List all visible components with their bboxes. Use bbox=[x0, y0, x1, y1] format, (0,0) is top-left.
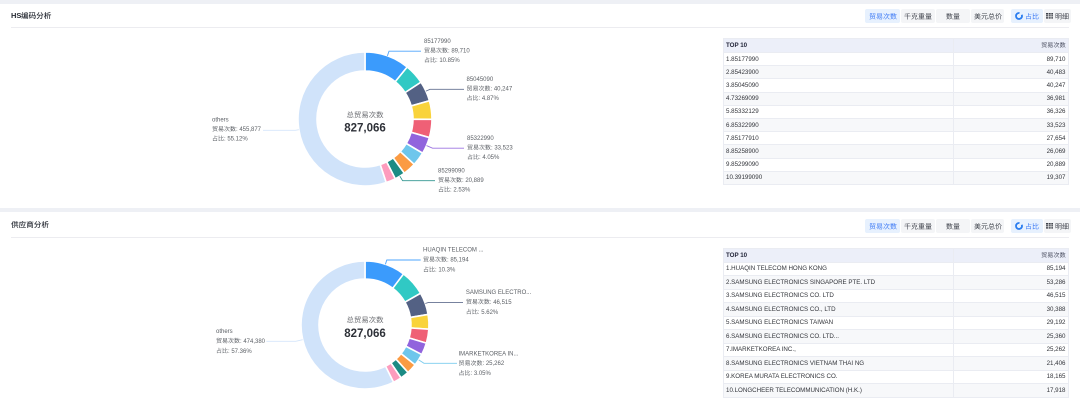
svg-text:SAMSUNG ELECTRO...: SAMSUNG ELECTRO... bbox=[466, 290, 532, 296]
svg-text:: 85,194: : 85,194 bbox=[447, 258, 469, 264]
svg-text:85045090: 85045090 bbox=[467, 77, 494, 83]
svg-text:: 5.62%: : 5.62% bbox=[478, 310, 499, 316]
svg-text:827,066: 827,066 bbox=[344, 328, 386, 340]
svg-text:IMARKETKOREA IN...: IMARKETKOREA IN... bbox=[459, 352, 519, 358]
svg-text:: 4.87%: : 4.87% bbox=[479, 96, 500, 102]
svg-text:: 20,889: : 20,889 bbox=[462, 178, 484, 184]
svg-text:85299090: 85299090 bbox=[438, 169, 465, 175]
svg-text:85177990: 85177990 bbox=[424, 39, 451, 45]
svg-text:others: others bbox=[212, 118, 229, 124]
svg-text:others: others bbox=[216, 329, 233, 335]
svg-text:: 89,710: : 89,710 bbox=[448, 49, 470, 55]
svg-text:827,066: 827,066 bbox=[344, 123, 386, 135]
svg-text:: 33,523: : 33,523 bbox=[491, 146, 513, 152]
svg-text:HUAQIN TELECOM ...: HUAQIN TELECOM ... bbox=[423, 248, 484, 254]
svg-text:: 25,262: : 25,262 bbox=[483, 361, 505, 367]
svg-text:: 474,380: : 474,380 bbox=[240, 339, 266, 345]
svg-text:: 55.12%: : 55.12% bbox=[224, 137, 248, 143]
svg-text:85322990: 85322990 bbox=[467, 136, 494, 142]
svg-text:: 10.3%: : 10.3% bbox=[435, 268, 456, 274]
svg-text:: 46,515: : 46,515 bbox=[490, 300, 512, 306]
svg-text:: 4.05%: : 4.05% bbox=[479, 155, 500, 161]
svg-text:: 57.36%: : 57.36% bbox=[228, 349, 252, 355]
svg-text:: 455,877: : 455,877 bbox=[236, 127, 262, 133]
svg-text:: 3.05%: : 3.05% bbox=[471, 371, 492, 377]
svg-text:: 40,247: : 40,247 bbox=[491, 87, 513, 93]
svg-text:: 2.53%: : 2.53% bbox=[450, 188, 471, 194]
svg-text:: 10.85%: : 10.85% bbox=[436, 58, 460, 64]
